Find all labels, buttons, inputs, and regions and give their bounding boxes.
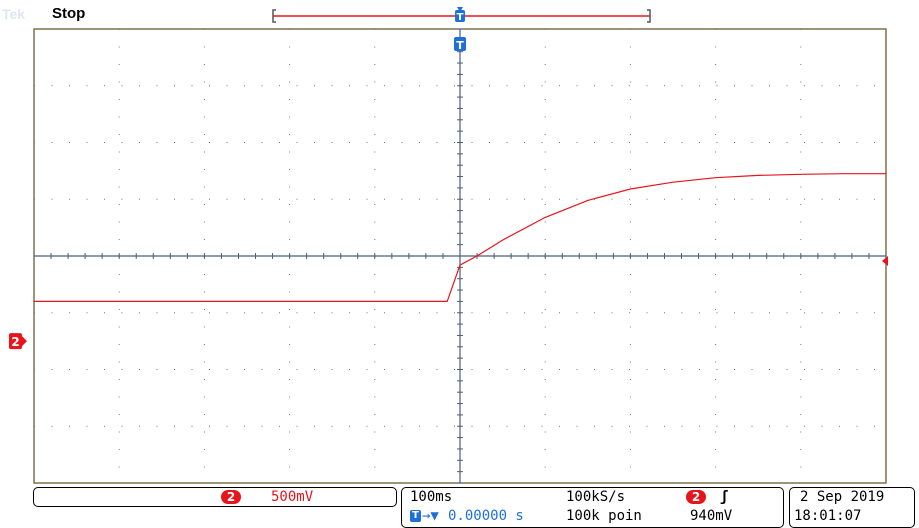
trigger-position-label: T <box>456 39 464 52</box>
trigger-level: 940mV <box>690 508 733 524</box>
trigger-channel-badge: 2 <box>686 490 706 504</box>
timebase-trigger-panel[interactable]: 100ms 100kS/s 2 ʃ T →▼ 0.00000 s 100k po… <box>401 487 784 528</box>
time-per-div: 100ms <box>410 489 453 505</box>
channel2-badge: 2 <box>221 490 241 504</box>
record-position-bar[interactable]: T <box>0 0 919 30</box>
channel2-waveform <box>34 173 886 302</box>
datetime-panel: 2 Sep 2019 18:01:07 <box>789 487 915 528</box>
run-state-label: Stop <box>52 5 86 22</box>
time-label: 18:01:07 <box>794 508 862 524</box>
record-length: 100k poin <box>566 508 642 524</box>
channel-scale-panel[interactable]: 2 500mV <box>33 487 397 507</box>
trigger-position-marker: T <box>454 37 466 52</box>
svg-text:T: T <box>457 12 464 23</box>
trigger-slope-icon: ʃ <box>720 489 729 505</box>
channel2-scale: 500mV <box>271 489 314 505</box>
channel2-ground-label: 2 <box>11 335 19 349</box>
trigger-position-icon: T <box>410 510 421 522</box>
trigger-level-marker <box>882 256 888 266</box>
horizontal-position: 0.00000 s <box>448 508 524 524</box>
sample-rate: 100kS/s <box>566 489 626 505</box>
trigger-position-arrow: →▼ <box>422 508 439 524</box>
brand-logo: Tek <box>2 6 26 22</box>
channel2-ground-marker: 2 <box>9 333 27 350</box>
waveform-display[interactable]: T2 <box>0 0 919 490</box>
date-label: 2 Sep 2019 <box>800 489 885 505</box>
